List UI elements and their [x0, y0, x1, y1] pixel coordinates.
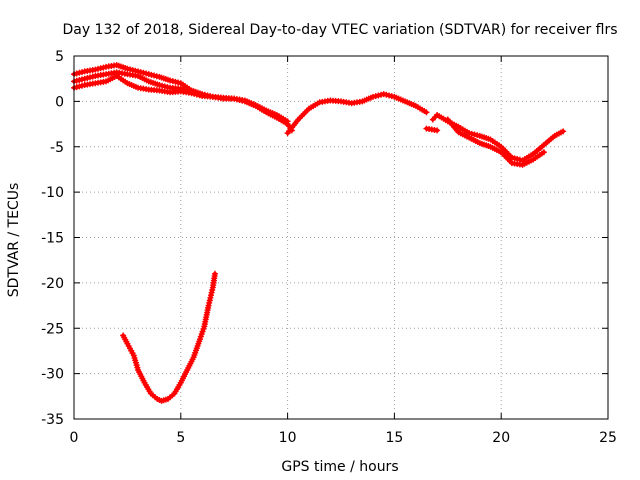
data-point-marker — [434, 127, 441, 134]
series-upper-track-b — [71, 62, 291, 125]
y-tick-label: -20 — [41, 276, 64, 292]
x-axis-label: GPS time / hours — [281, 459, 398, 475]
grid-layer — [74, 56, 608, 419]
y-tick-label: -30 — [41, 367, 64, 383]
series-layer — [71, 62, 567, 404]
x-tick-label: 15 — [385, 430, 403, 446]
y-axis-label: SDTVAR / TECUs — [6, 183, 22, 298]
series-bottom-curve — [120, 270, 218, 404]
series-lower-right-track-c — [423, 125, 441, 134]
series-middle-track — [284, 91, 430, 137]
data-point-marker — [199, 92, 206, 99]
y-tick-label: -15 — [41, 231, 64, 247]
y-tick-label: 0 — [55, 94, 64, 110]
data-point-marker — [560, 128, 567, 135]
data-point-marker — [211, 270, 218, 277]
y-tick-label: -10 — [41, 185, 64, 201]
data-point-marker — [284, 118, 291, 125]
y-tick-label: -35 — [41, 412, 64, 428]
data-point-marker — [540, 149, 547, 156]
y-tick-label: -5 — [50, 140, 64, 156]
x-tick-label: 25 — [599, 430, 617, 446]
data-point-marker — [423, 109, 430, 116]
y-tick-label: -25 — [41, 321, 64, 337]
x-tick-label: 20 — [492, 430, 510, 446]
x-tick-label: 10 — [279, 430, 297, 446]
ticks-layer: 0 5 10 15 20 25 5 0 -5 -10 -15 -20 -25 -30 -35 — [41, 49, 617, 446]
chart-title: Day 132 of 2018, Sidereal Day-to-day VTE… — [62, 22, 617, 38]
y-tick-label: 5 — [55, 49, 64, 65]
x-tick-label: 5 — [176, 430, 185, 446]
series-lower-right-track-b — [444, 116, 547, 168]
x-tick-label: 0 — [70, 430, 79, 446]
series-upper-track-c — [71, 72, 206, 99]
